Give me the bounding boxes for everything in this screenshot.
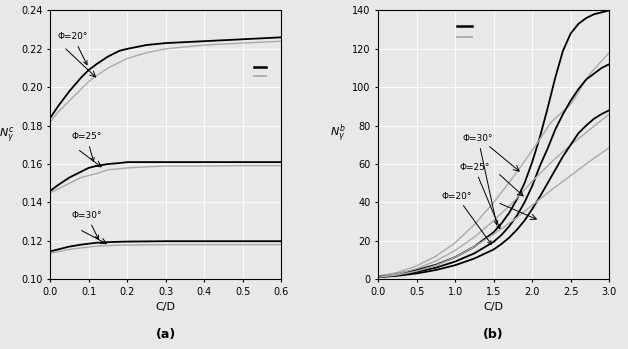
Text: Φ=20°: Φ=20° bbox=[58, 32, 89, 65]
X-axis label: C/D: C/D bbox=[156, 302, 176, 312]
Text: (a): (a) bbox=[156, 328, 176, 341]
Text: Φ=25°: Φ=25° bbox=[459, 163, 500, 229]
Y-axis label: $N_{\gamma}^{b}$: $N_{\gamma}^{b}$ bbox=[330, 122, 346, 145]
Text: Φ=20°: Φ=20° bbox=[441, 192, 492, 244]
Text: (b): (b) bbox=[484, 328, 504, 341]
Legend: , : , bbox=[455, 22, 479, 42]
Text: Φ=30°: Φ=30° bbox=[463, 134, 498, 224]
X-axis label: C/D: C/D bbox=[484, 302, 504, 312]
Text: Φ=25°: Φ=25° bbox=[72, 132, 102, 161]
Legend: , : , bbox=[252, 62, 273, 81]
Text: Φ=30°: Φ=30° bbox=[72, 211, 102, 239]
Y-axis label: $N_{\gamma}^{c}$: $N_{\gamma}^{c}$ bbox=[0, 125, 14, 145]
